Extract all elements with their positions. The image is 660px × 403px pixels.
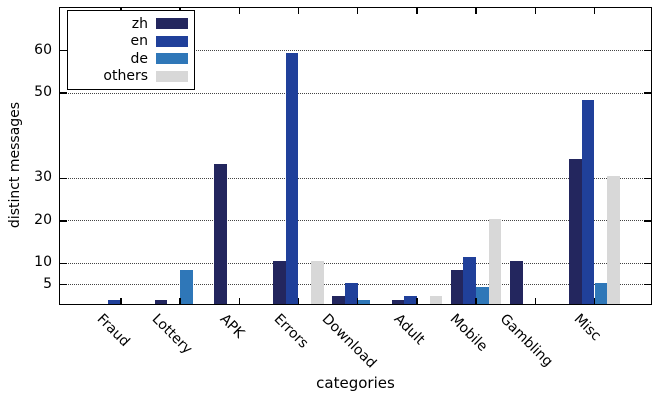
y-tick-mark	[60, 92, 67, 94]
legend-label-de: de	[130, 50, 149, 67]
bar-misc-zh	[569, 159, 582, 304]
y-axis-title: distinct messages	[7, 101, 23, 229]
x-tick-mark-gambling	[534, 8, 537, 14]
y-tick-mark	[60, 49, 67, 52]
x-tick-mark-apk	[238, 8, 241, 14]
x-tick-mark-download	[356, 298, 359, 304]
legend: zh en de others	[67, 10, 195, 90]
y-tick-mark	[60, 262, 67, 265]
x-tick-label-gambling: Gambling	[497, 311, 557, 371]
gridline-y-10	[60, 262, 651, 264]
bar-mobile-others	[488, 218, 502, 304]
bar-adult-others	[429, 295, 443, 304]
gridline-y-60	[60, 50, 651, 52]
bar-errors-zh	[273, 261, 286, 304]
bar-fraud-en	[108, 299, 121, 304]
legend-row-de: de	[74, 50, 188, 68]
y-tick-mark	[60, 177, 67, 180]
gridline-y-30	[60, 177, 651, 179]
x-axis-title: categories	[316, 374, 395, 392]
x-tick-mark-fraud	[120, 298, 122, 304]
x-tick-mark-mobile	[475, 8, 477, 14]
legend-swatch-en	[156, 35, 188, 47]
y-tick-label-10: 10	[34, 254, 52, 271]
x-tick-label-fraud: Fraud	[93, 311, 133, 350]
bar-apk-zh	[214, 163, 227, 304]
legend-swatch-others	[156, 70, 188, 82]
bar-misc-others	[607, 176, 620, 304]
bar-misc-en	[581, 99, 595, 304]
x-tick-mark-mobile	[475, 298, 477, 304]
y-tick-mark	[644, 262, 651, 265]
y-tick-mark	[644, 283, 651, 286]
x-tick-mark-errors	[297, 298, 300, 304]
legend-label-en: en	[130, 33, 149, 50]
x-tick-mark-apk	[238, 298, 241, 304]
gridline-y-50	[60, 92, 651, 94]
y-tick-mark	[644, 49, 651, 52]
bar-misc-de	[594, 282, 608, 304]
legend-row-others: others	[74, 68, 188, 86]
x-tick-label-errors: Errors	[270, 311, 312, 352]
y-tick-mark	[644, 220, 651, 222]
bar-download-en	[345, 282, 358, 304]
x-tick-label-misc: Misc	[570, 311, 604, 345]
legend-swatch-zh	[156, 18, 188, 30]
bar-mobile-zh	[450, 269, 464, 304]
bar-download-zh	[332, 295, 345, 304]
legend-label-zh: zh	[131, 15, 148, 32]
x-tick-mark-misc	[593, 298, 596, 304]
bar-mobile-en	[463, 257, 477, 304]
x-tick-label-download: Download	[318, 311, 380, 372]
bar-adult-zh	[391, 299, 405, 304]
bar-gambling-zh	[510, 261, 523, 304]
plot-area	[59, 7, 652, 305]
y-tick-label-60: 60	[34, 41, 52, 58]
y-tick-label-50: 50	[34, 84, 52, 101]
y-tick-label-30: 30	[34, 169, 52, 186]
x-tick-mark-gambling	[534, 298, 537, 304]
legend-row-en: en	[74, 33, 188, 51]
legend-swatch-de	[156, 53, 188, 65]
x-tick-mark-misc	[593, 8, 596, 14]
x-tick-label-mobile: Mobile	[446, 311, 491, 355]
bar-lottery-zh	[154, 299, 168, 304]
legend-label-others: others	[103, 68, 148, 85]
y-tick-label-5: 5	[43, 275, 52, 292]
y-tick-mark	[644, 92, 651, 94]
legend-row-zh: zh	[74, 15, 188, 33]
x-tick-label-lottery: Lottery	[148, 311, 196, 358]
x-tick-label-adult: Adult	[390, 311, 429, 349]
bar-errors-others	[311, 261, 324, 304]
x-tick-label-apk: APK	[216, 311, 248, 342]
x-tick-mark-lottery	[179, 298, 181, 304]
y-tick-label-20: 20	[34, 211, 52, 228]
bar-mobile-de	[476, 286, 489, 304]
y-tick-mark	[60, 283, 67, 286]
y-tick-mark	[644, 177, 651, 180]
x-tick-mark-adult	[416, 298, 418, 304]
gridline-y-20	[60, 220, 651, 222]
x-tick-mark-download	[356, 8, 359, 14]
bar-adult-en	[404, 295, 417, 304]
y-tick-mark	[60, 220, 67, 222]
bar-download-de	[357, 299, 371, 304]
bar-errors-en	[285, 52, 299, 304]
x-tick-mark-errors	[297, 8, 300, 14]
x-tick-mark-adult	[416, 8, 418, 14]
bar-lottery-de	[180, 269, 193, 304]
